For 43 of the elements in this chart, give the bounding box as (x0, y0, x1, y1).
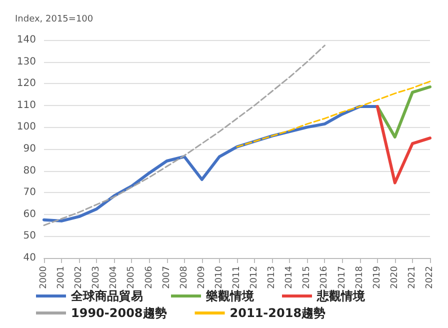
y-tick-label: 90 (23, 144, 36, 154)
x-tick-label: 2001 (56, 266, 67, 289)
x-tick-label: 2014 (284, 266, 295, 289)
x-tick-label: 2010 (214, 266, 224, 289)
y-tick-label: 40 (23, 252, 36, 264)
x-tick-label: 2013 (267, 266, 278, 289)
y-tick-label: 80 (23, 165, 36, 176)
line-series (236, 80, 431, 148)
y-tick-label: 70 (23, 187, 36, 198)
line-series (43, 44, 326, 226)
y-axis-title: Index, 2015=100 (15, 14, 94, 24)
x-tick-label: 2015 (302, 266, 312, 289)
y-tick-label: 110 (16, 100, 36, 111)
x-tick-label: 2006 (144, 266, 154, 289)
y-tick-label: 120 (16, 78, 36, 90)
x-tick-label: 2002 (74, 266, 84, 289)
x-tick-label: 2018 (354, 266, 365, 289)
legend-label: 悲觀情境 (316, 289, 366, 303)
x-tick-label: 2000 (39, 266, 49, 289)
y-tick-label: 140 (16, 34, 36, 46)
x-tick-label: 2017 (337, 266, 348, 289)
legend-label: 1990-2008趨勢 (71, 306, 167, 320)
y-tick-label: 130 (16, 56, 36, 68)
x-tick-label: 2004 (109, 266, 120, 289)
legend-label: 樂觀情境 (205, 289, 255, 303)
x-tick-label: 2021 (407, 266, 418, 289)
x-tick-label: 2012 (250, 266, 260, 289)
legend-label: 2011-2018趨勢 (230, 306, 326, 320)
x-tick-label: 2019 (372, 266, 382, 289)
x-tick-label: 2020 (390, 266, 400, 289)
x-tick-label: 2016 (320, 266, 330, 289)
y-tick-label: 60 (23, 208, 36, 220)
x-tick-label: 2007 (162, 266, 172, 289)
x-tick-label: 2003 (92, 266, 102, 289)
x-tick-label: 2009 (196, 266, 207, 289)
y-tick-label: 100 (16, 122, 36, 133)
x-tick-label: 2011 (232, 266, 242, 289)
x-tick-label: 2008 (179, 266, 190, 289)
y-tick-label: 50 (23, 230, 36, 242)
x-tick-label: 2022 (425, 266, 435, 289)
x-tick-label: 2005 (126, 266, 137, 289)
legend-label: 全球商品貿易 (70, 289, 143, 303)
line-series (376, 104, 432, 184)
